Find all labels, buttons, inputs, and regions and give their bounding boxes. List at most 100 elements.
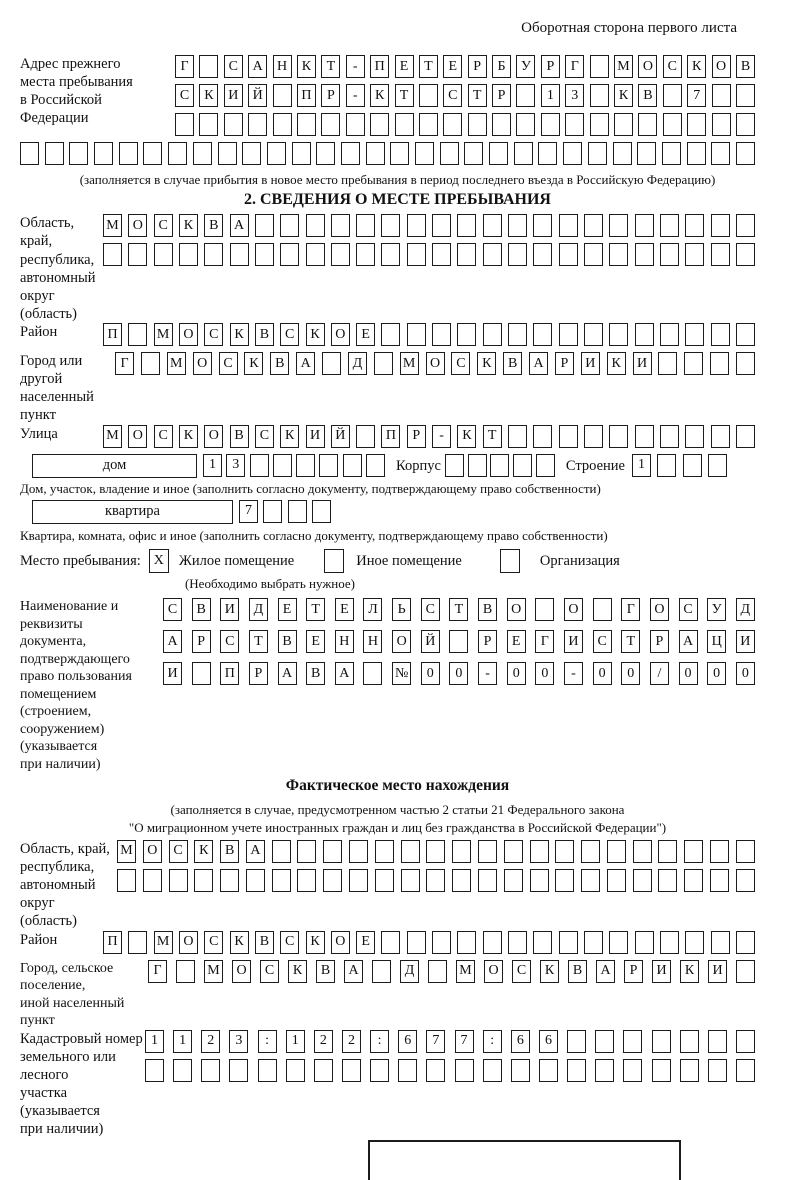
form-cell: 7: [687, 84, 707, 107]
form-cell: [44, 142, 64, 165]
form-cell: [482, 243, 502, 267]
form-cell: М: [103, 424, 122, 448]
form-cell: [490, 453, 510, 477]
form-cell: [249, 453, 269, 477]
form-cell: А: [229, 214, 249, 238]
form-cell: [658, 868, 678, 892]
form-cell: [661, 142, 681, 165]
stay-type-label: Место пребывания:: [20, 552, 141, 569]
form-cell: [709, 839, 729, 863]
checkbox-organizaciya: [499, 549, 520, 574]
form-cell: С: [280, 323, 300, 347]
form-cell: Р: [624, 959, 643, 983]
actual-city-block: Город, сельское поселение, иной населенн…: [20, 959, 775, 1030]
form-cell: [735, 1058, 755, 1082]
form-cell: [467, 113, 487, 136]
form-cell: №: [392, 662, 412, 686]
actual-city-label: Город, сельское поселение, иной населенн…: [20, 960, 125, 1029]
form-cell: [285, 1058, 305, 1082]
form-cell: Р: [191, 630, 211, 654]
form-cell: [529, 868, 549, 892]
document-grid-row-3: И П Р А В А № 0 0-0 0-0 0/0 0 0: [163, 662, 755, 686]
form-cell: 0: [592, 662, 612, 686]
form-cell: П: [370, 55, 390, 78]
form-cell: [529, 839, 549, 863]
form-cell: [426, 1058, 446, 1082]
form-cell: С: [163, 598, 182, 622]
form-cell: [503, 868, 523, 892]
form-cell: Й: [248, 84, 268, 107]
form-cell: И: [708, 959, 727, 983]
form-cell: И: [632, 352, 652, 376]
form-cell: С: [420, 598, 440, 622]
form-cell: О: [128, 424, 148, 448]
form-cell: Г: [148, 959, 167, 983]
form-cell: [287, 499, 307, 523]
form-cell: [533, 214, 553, 238]
form-cell: [634, 243, 654, 267]
form-cell: [319, 453, 339, 477]
form-cell: В: [220, 839, 240, 863]
form-cell: [538, 142, 558, 165]
form-cell: С: [204, 930, 224, 954]
form-cell: [349, 868, 369, 892]
form-cell: [305, 214, 325, 238]
form-cell: Г: [115, 352, 134, 376]
form-cell: [370, 1058, 390, 1082]
form-cell: [432, 930, 452, 954]
form-cell: 0: [621, 662, 641, 686]
form-cell: С: [223, 55, 243, 78]
form-cell: К: [477, 352, 497, 376]
form-cell: С: [592, 630, 612, 654]
stay-type-note: (Необходимо выбрать нужное): [184, 576, 356, 592]
form-cell: С: [260, 959, 279, 983]
form-cell: [558, 243, 578, 267]
form-cell: О: [392, 630, 412, 654]
form-cell: М: [153, 323, 173, 347]
form-cell: [457, 930, 477, 954]
form-cell: [457, 323, 477, 347]
prev-address-grid-row-3: [175, 113, 755, 136]
form-cell: В: [306, 662, 326, 686]
form-cell: [492, 113, 512, 136]
form-cell: [587, 142, 607, 165]
form-cell: [684, 352, 704, 376]
form-cell: [533, 243, 553, 267]
form-cell: [513, 142, 533, 165]
form-cell: [583, 930, 603, 954]
form-cell: И: [580, 352, 600, 376]
form-cell: [173, 1058, 193, 1082]
page-side-note: Оборотная сторона первого листа: [521, 20, 737, 36]
form-cell: Т: [482, 424, 502, 448]
form-cell: 1: [145, 1029, 164, 1053]
stay-type-row: Место пребывания: X Жилое помещение Иное…: [20, 549, 775, 574]
form-cell: [637, 142, 657, 165]
form-cell: К: [606, 352, 626, 376]
form-cell: Н: [272, 55, 292, 78]
form-cell: 6: [510, 1029, 530, 1053]
form-cell: П: [220, 662, 240, 686]
form-cell: У: [516, 55, 536, 78]
form-cell: Р: [540, 55, 560, 78]
form-cell: [516, 84, 536, 107]
form-cell: [595, 1058, 615, 1082]
form-cell: Г: [535, 630, 555, 654]
apartment-note: Квартира, комната, офис и иное (заполнит…: [20, 527, 608, 543]
form-cell: [662, 84, 682, 107]
form-cell: А: [344, 959, 363, 983]
form-cell: [710, 352, 730, 376]
form-cell: :: [370, 1029, 390, 1053]
form-cell: [634, 424, 654, 448]
form-cell: [606, 839, 626, 863]
form-cell: [687, 113, 707, 136]
form-cell: Й: [330, 424, 350, 448]
form-cell: [659, 930, 679, 954]
form-cell: 0: [678, 662, 698, 686]
form-cell: В: [735, 55, 755, 78]
form-cell: К: [305, 930, 325, 954]
form-cell: 1: [285, 1029, 305, 1053]
form-cell: [623, 1029, 643, 1053]
form-cell: [558, 323, 578, 347]
